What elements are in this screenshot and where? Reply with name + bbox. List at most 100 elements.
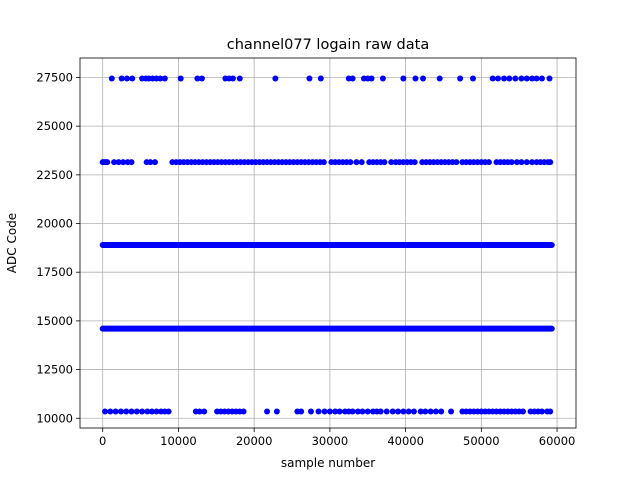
data-point xyxy=(422,408,429,415)
data-point xyxy=(117,408,124,415)
data-point xyxy=(229,75,236,82)
data-point xyxy=(165,408,172,415)
x-tick-label: 60000 xyxy=(539,434,576,448)
x-tick-label: 40000 xyxy=(387,434,424,448)
y-tick-label: 12500 xyxy=(36,363,73,377)
data-point xyxy=(523,159,530,166)
x-tick-label: 10000 xyxy=(160,434,197,448)
data-point xyxy=(349,408,356,415)
data-point xyxy=(470,75,477,82)
data-point xyxy=(400,408,407,415)
data-point xyxy=(359,408,366,415)
data-point xyxy=(354,408,361,415)
data-point xyxy=(512,75,519,82)
data-point xyxy=(453,159,460,166)
data-point xyxy=(133,408,140,415)
x-axis-label: sample number xyxy=(281,456,375,470)
data-point xyxy=(547,408,554,415)
data-point xyxy=(506,75,513,82)
data-point xyxy=(438,408,445,415)
data-point xyxy=(364,408,371,415)
y-axis: 10000 12500 15000 17500 20000 22500 25000 27500 xyxy=(36,70,80,425)
data-point xyxy=(379,75,386,82)
data-point xyxy=(236,75,243,82)
data-point xyxy=(101,408,108,415)
data-point xyxy=(547,159,554,166)
data-point xyxy=(273,408,280,415)
data-point xyxy=(129,75,136,82)
data-point xyxy=(501,75,508,82)
data-point xyxy=(529,159,536,166)
data-point xyxy=(321,408,328,415)
y-tick-label: 27500 xyxy=(36,70,73,84)
data-point xyxy=(427,408,434,415)
data-point xyxy=(194,75,201,82)
data-point xyxy=(144,408,151,415)
data-point xyxy=(377,408,384,415)
data-point xyxy=(240,408,247,415)
data-point xyxy=(320,159,327,166)
data-point xyxy=(123,408,130,415)
data-point xyxy=(546,75,553,82)
data-point xyxy=(495,75,502,82)
data-point xyxy=(118,75,125,82)
data-points xyxy=(99,75,555,415)
data-point xyxy=(111,159,118,166)
data-point xyxy=(529,75,536,82)
data-point xyxy=(410,408,417,415)
data-point xyxy=(519,408,526,415)
data-point xyxy=(383,408,390,415)
data-point xyxy=(417,408,424,415)
chart-title: channel077 logain raw data xyxy=(227,37,429,53)
data-point xyxy=(489,75,496,82)
data-point xyxy=(432,408,439,415)
data-point xyxy=(112,408,119,415)
data-point xyxy=(436,75,443,82)
data-point xyxy=(538,408,545,415)
data-point xyxy=(523,75,530,82)
data-point xyxy=(139,408,146,415)
data-point xyxy=(389,408,396,415)
data-point xyxy=(153,408,160,415)
data-point xyxy=(128,408,135,415)
data-point xyxy=(148,408,155,415)
data-point xyxy=(400,75,407,82)
data-point xyxy=(307,408,314,415)
data-point xyxy=(336,408,343,415)
data-point xyxy=(368,75,375,82)
x-tick-label: 50000 xyxy=(463,434,500,448)
data-point xyxy=(315,408,322,415)
data-point xyxy=(533,75,540,82)
data-point xyxy=(128,159,135,166)
data-point xyxy=(272,75,279,82)
y-tick-label: 15000 xyxy=(36,314,73,328)
data-point xyxy=(151,159,158,166)
data-point xyxy=(108,75,115,82)
data-point xyxy=(412,75,419,82)
data-point xyxy=(306,75,313,82)
data-point xyxy=(107,408,114,415)
data-point xyxy=(358,159,365,166)
y-tick-label: 25000 xyxy=(36,119,73,133)
data-point xyxy=(147,159,154,166)
data-point xyxy=(201,408,208,415)
data-point xyxy=(518,75,525,82)
data-point xyxy=(411,159,418,166)
data-point xyxy=(349,75,356,82)
y-tick-label: 22500 xyxy=(36,168,73,182)
data-point xyxy=(405,408,412,415)
data-point xyxy=(161,75,168,82)
data-point xyxy=(198,75,205,82)
data-point xyxy=(485,159,492,166)
data-point xyxy=(518,159,525,166)
data-point xyxy=(298,408,305,415)
data-point xyxy=(448,408,455,415)
data-point xyxy=(513,159,520,166)
y-axis-label: ADC Code xyxy=(5,213,19,273)
data-point xyxy=(115,159,122,166)
y-tick-label: 17500 xyxy=(36,265,73,279)
x-tick-label: 20000 xyxy=(236,434,273,448)
x-tick-label: 30000 xyxy=(312,434,349,448)
data-point xyxy=(120,159,127,166)
